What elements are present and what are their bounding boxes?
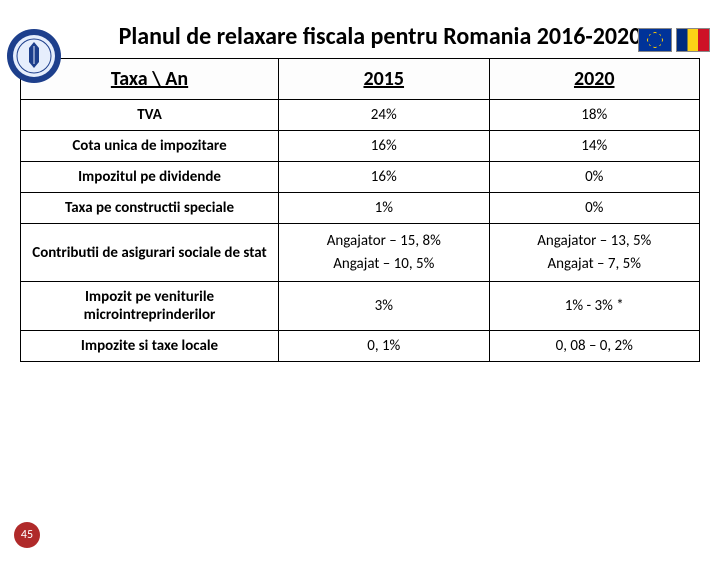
row-label: Contributii de asigurari sociale de stat xyxy=(21,224,279,282)
table-header-row: Taxa \ An 2015 2020 xyxy=(21,59,700,100)
romania-flag-icon xyxy=(676,28,710,52)
col-header-2020: 2020 xyxy=(489,59,700,100)
row-label: Impozitul pe dividende xyxy=(21,162,279,193)
cell-2020: 1% - 3% * xyxy=(489,282,700,331)
cell-2015: 0, 1% xyxy=(279,331,489,362)
ministry-logo xyxy=(6,28,62,84)
row-label: Cota unica de impozitare xyxy=(21,131,279,162)
page-title: Planul de relaxare fiscala pentru Romani… xyxy=(80,22,680,52)
cell-2015: 1% xyxy=(279,193,489,224)
table-row: Impozitul pe dividende 16% 0% xyxy=(21,162,700,193)
cell-2020: 0% xyxy=(489,162,700,193)
table-row: Taxa pe constructii speciale 1% 0% xyxy=(21,193,700,224)
page-number-badge: 45 xyxy=(14,522,40,548)
row-label: Impozite si taxe locale xyxy=(21,331,279,362)
cell-2020: 0% xyxy=(489,193,700,224)
table-row: Impozite si taxe locale 0, 1% 0, 08 – 0,… xyxy=(21,331,700,362)
cell-2020: 18% xyxy=(489,100,700,131)
table-row: Contributii de asigurari sociale de stat… xyxy=(21,224,700,282)
cell-2015: 24% xyxy=(279,100,489,131)
cell-2015: 16% xyxy=(279,131,489,162)
table-row: Impozit pe veniturile microintreprinderi… xyxy=(21,282,700,331)
row-label: Impozit pe veniturile microintreprinderi… xyxy=(21,282,279,331)
cell-2015: Angajator – 15, 8% Angajat – 10, 5% xyxy=(279,224,489,282)
eu-flag-icon xyxy=(638,28,672,52)
flags-container xyxy=(638,28,710,52)
table-row: TVA 24% 18% xyxy=(21,100,700,131)
col-header-2015: 2015 xyxy=(279,59,489,100)
row-label: TVA xyxy=(21,100,279,131)
table-row: Cota unica de impozitare 16% 14% xyxy=(21,131,700,162)
row-label: Taxa pe constructii speciale xyxy=(21,193,279,224)
cell-2020: Angajator – 13, 5% Angajat – 7, 5% xyxy=(489,224,700,282)
cell-2015: 16% xyxy=(279,162,489,193)
cell-2020: 14% xyxy=(489,131,700,162)
cell-2015: 3% xyxy=(279,282,489,331)
fiscal-plan-table: Taxa \ An 2015 2020 TVA 24% 18% Cota uni… xyxy=(20,58,700,362)
cell-2020: 0, 08 – 0, 2% xyxy=(489,331,700,362)
